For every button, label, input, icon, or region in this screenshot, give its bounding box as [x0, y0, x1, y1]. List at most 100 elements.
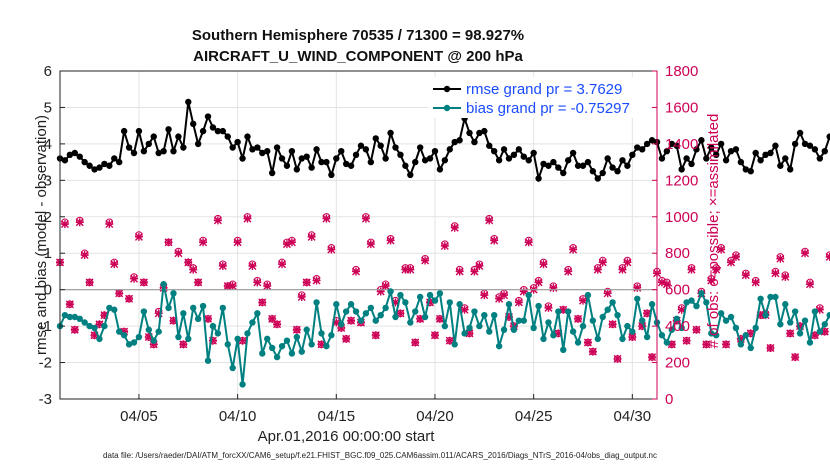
bias-point — [490, 311, 498, 319]
rmse-point — [732, 146, 740, 153]
rmse-point — [703, 155, 710, 162]
bias-point — [742, 332, 750, 339]
bias-point — [604, 306, 611, 313]
rmse-point — [367, 158, 375, 166]
obs-assimilated-marker — [707, 276, 716, 285]
rmse-point — [66, 151, 74, 159]
bias-point — [303, 326, 310, 333]
rmse-point — [752, 149, 759, 157]
rmse-point — [500, 146, 508, 153]
obs-assimilated-marker — [554, 329, 563, 338]
obs-assimilated-marker — [687, 265, 696, 274]
rmse-point — [446, 146, 453, 153]
obs-assimilated-marker — [662, 280, 671, 289]
bias-point — [806, 339, 814, 346]
rmse-point — [767, 149, 774, 157]
rmse-point — [377, 142, 384, 149]
rmse-point — [505, 155, 513, 162]
rmse-point — [180, 144, 187, 151]
obs-assimilated-marker — [421, 256, 430, 265]
y-tick-label: 2 — [44, 209, 52, 226]
legend-rmse-marker — [443, 85, 451, 93]
obs-assimilated-marker — [475, 261, 484, 270]
obs-assimilated-marker — [465, 329, 474, 338]
rmse-point — [782, 155, 789, 162]
rmse-point — [71, 149, 79, 157]
rmse-point — [382, 155, 389, 162]
bias-point — [594, 335, 601, 343]
bias-point — [362, 310, 370, 317]
bias-point — [268, 344, 276, 352]
bias-point — [392, 313, 399, 321]
bias-point — [555, 308, 562, 315]
rmse-point — [569, 149, 577, 157]
rmse-point — [471, 138, 478, 146]
rmse-point — [466, 129, 473, 137]
y-tick-label: -1 — [39, 318, 52, 335]
rmse-point — [125, 144, 133, 151]
rmse-point — [787, 166, 794, 173]
obs-assimilated-marker — [396, 309, 405, 318]
y-tick-label: 0 — [44, 282, 52, 299]
bias-point — [787, 319, 794, 326]
rmse-point — [362, 146, 370, 153]
bias-point — [540, 335, 547, 343]
rmse-point — [574, 162, 582, 169]
rmse-point — [347, 162, 355, 169]
bias-point — [194, 315, 202, 323]
obs-assimilated-marker — [307, 232, 316, 241]
obs-assimilated-marker — [440, 241, 449, 250]
rmse-point — [777, 162, 784, 169]
bias-point — [703, 299, 710, 306]
legend-rmse-label: rmse grand pr = 3.7629 — [466, 81, 622, 98]
obs-assimilated-marker — [174, 249, 183, 258]
bias-point — [530, 324, 537, 332]
rmse-point — [199, 127, 207, 135]
obs-assimilated-marker — [791, 353, 800, 362]
y-axis-label: rmse and bias (model - observation) — [33, 115, 50, 355]
rmse-point — [791, 140, 799, 148]
bias-point — [328, 332, 335, 339]
obs-assimilated-marker — [248, 261, 257, 270]
bias-point — [500, 326, 508, 333]
bias-point — [190, 304, 197, 312]
rmse-point — [352, 151, 360, 159]
bias-point — [416, 293, 424, 301]
obs-assimilated-marker — [282, 240, 291, 249]
bias-point — [515, 317, 523, 324]
rmse-point — [688, 160, 695, 168]
grid — [60, 70, 657, 400]
rmse-point — [668, 140, 676, 148]
rmse-point — [742, 166, 750, 173]
obs-assimilated-marker — [154, 309, 163, 318]
bias-point — [150, 337, 157, 344]
obs-assimilated-marker — [504, 313, 513, 321]
bias-point — [71, 313, 79, 321]
bias-point — [342, 308, 350, 315]
bias-point — [372, 317, 379, 324]
left-axis: -3 -2 -1 0 1 2 3 4 5 6 — [39, 63, 65, 408]
rmse-point — [481, 127, 488, 135]
bias-point — [584, 291, 592, 299]
bias-point — [101, 322, 108, 330]
rmse-point — [643, 140, 651, 148]
rmse-point — [288, 147, 296, 155]
bias-point — [318, 330, 325, 337]
obs-assimilated-marker — [238, 336, 247, 345]
rmse-point — [416, 144, 424, 151]
bias-point — [234, 335, 241, 343]
bias-point — [476, 322, 483, 330]
bias-point — [811, 308, 819, 315]
bias-point — [91, 324, 98, 332]
bias-point — [752, 324, 759, 332]
rmse-point — [441, 157, 449, 164]
rmse-point — [525, 157, 532, 164]
footnote: data file: /Users/raeder/DAI/ATM_forcXX/… — [103, 451, 657, 460]
bias-point — [66, 313, 74, 321]
obs-assimilated-marker — [278, 260, 287, 269]
y-tick-label: 6 — [44, 63, 52, 80]
obs-assimilated-marker — [213, 216, 222, 225]
bias-point — [249, 319, 256, 326]
bias-point — [180, 310, 187, 317]
rmse-point — [91, 166, 98, 173]
